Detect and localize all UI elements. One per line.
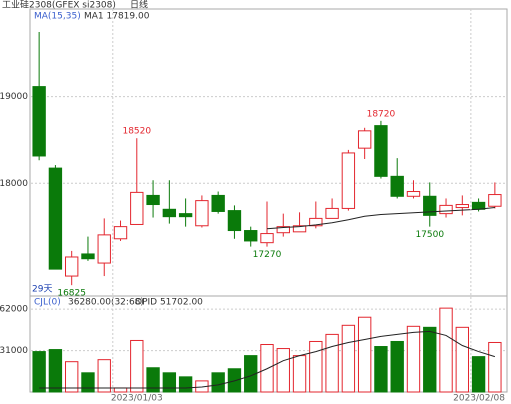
legend: OPID 51702.00 bbox=[135, 298, 203, 308]
volume-bar bbox=[32, 351, 46, 393]
volume-bar bbox=[423, 326, 437, 393]
legend: MA1 17819.00 bbox=[84, 12, 150, 22]
volume-bar bbox=[130, 339, 144, 393]
volume-bar bbox=[357, 316, 372, 393]
volume-bar bbox=[178, 376, 193, 393]
x-tick-label: 2023/02/08 bbox=[453, 394, 505, 404]
candle-body bbox=[406, 191, 421, 197]
low-label: 17270 bbox=[253, 250, 282, 260]
candle-body bbox=[455, 204, 469, 209]
candle-body bbox=[130, 191, 144, 225]
candle-body bbox=[211, 194, 225, 212]
candle-body bbox=[390, 175, 404, 197]
volume-bar bbox=[292, 355, 307, 393]
volume-bar bbox=[146, 367, 160, 393]
candle-body bbox=[32, 86, 46, 157]
candle-body bbox=[471, 201, 486, 210]
candle-body bbox=[292, 225, 307, 233]
volume-bar bbox=[390, 340, 404, 393]
y-tick-label: 31000 bbox=[0, 346, 28, 356]
candle-body bbox=[439, 204, 453, 215]
volume-bar bbox=[374, 346, 388, 393]
candle-body bbox=[227, 210, 242, 232]
volume-bar bbox=[48, 349, 63, 393]
candle-body bbox=[81, 253, 95, 260]
ma-line bbox=[266, 207, 495, 230]
candle-body bbox=[162, 208, 177, 218]
low-label: 16825 bbox=[57, 289, 86, 299]
volume-bar bbox=[244, 355, 258, 393]
volume-bar bbox=[439, 307, 453, 393]
low-label: 17500 bbox=[415, 230, 444, 240]
y-tick-label: 18000 bbox=[0, 179, 28, 189]
volume-bar bbox=[325, 333, 339, 393]
candle-body bbox=[195, 200, 209, 227]
volume-bar bbox=[471, 356, 486, 393]
high-label: 18520 bbox=[122, 127, 151, 137]
legend: MA(15,35) bbox=[34, 12, 81, 22]
volume-bar bbox=[341, 324, 356, 393]
candle-body bbox=[113, 226, 128, 240]
candle-body bbox=[374, 125, 388, 177]
candle-body bbox=[178, 213, 193, 218]
volume-bar bbox=[65, 361, 79, 393]
x-tick-label: 2023/01/03 bbox=[111, 394, 163, 404]
high-label: 18720 bbox=[367, 109, 396, 119]
candle-body bbox=[276, 226, 290, 234]
annotation: 29天 bbox=[32, 285, 52, 295]
volume-bar bbox=[162, 372, 177, 393]
candle-body bbox=[357, 130, 372, 149]
volume-bar bbox=[309, 340, 323, 393]
volume-bar bbox=[455, 326, 469, 393]
volume-bar bbox=[211, 372, 225, 393]
title: 工业硅2308(GFEX si2308) bbox=[2, 0, 116, 11]
legend: CJL(0) bbox=[34, 298, 61, 308]
candle-body bbox=[341, 152, 356, 209]
period: 日线 bbox=[130, 0, 148, 11]
volume-bar bbox=[113, 387, 128, 393]
candle-body bbox=[65, 256, 79, 277]
volume-bar bbox=[97, 359, 111, 393]
volume-bar bbox=[276, 348, 290, 393]
candle-body bbox=[97, 234, 111, 264]
candle-body bbox=[48, 167, 63, 270]
candle-body bbox=[488, 194, 502, 207]
volume-bar bbox=[81, 372, 95, 393]
candle-body bbox=[244, 230, 258, 242]
candle-body bbox=[309, 217, 323, 227]
volume-bar bbox=[488, 341, 502, 393]
candle-body bbox=[146, 194, 160, 206]
candle-body bbox=[260, 233, 274, 244]
volume-bar bbox=[406, 325, 421, 393]
y-tick-label: 19000 bbox=[0, 92, 28, 102]
candle-body bbox=[325, 207, 339, 219]
y-tick-label: 62000 bbox=[0, 305, 28, 315]
candle-body bbox=[423, 195, 437, 216]
opid-line bbox=[39, 330, 496, 389]
legend: 36280.00(32:68) bbox=[68, 298, 144, 308]
